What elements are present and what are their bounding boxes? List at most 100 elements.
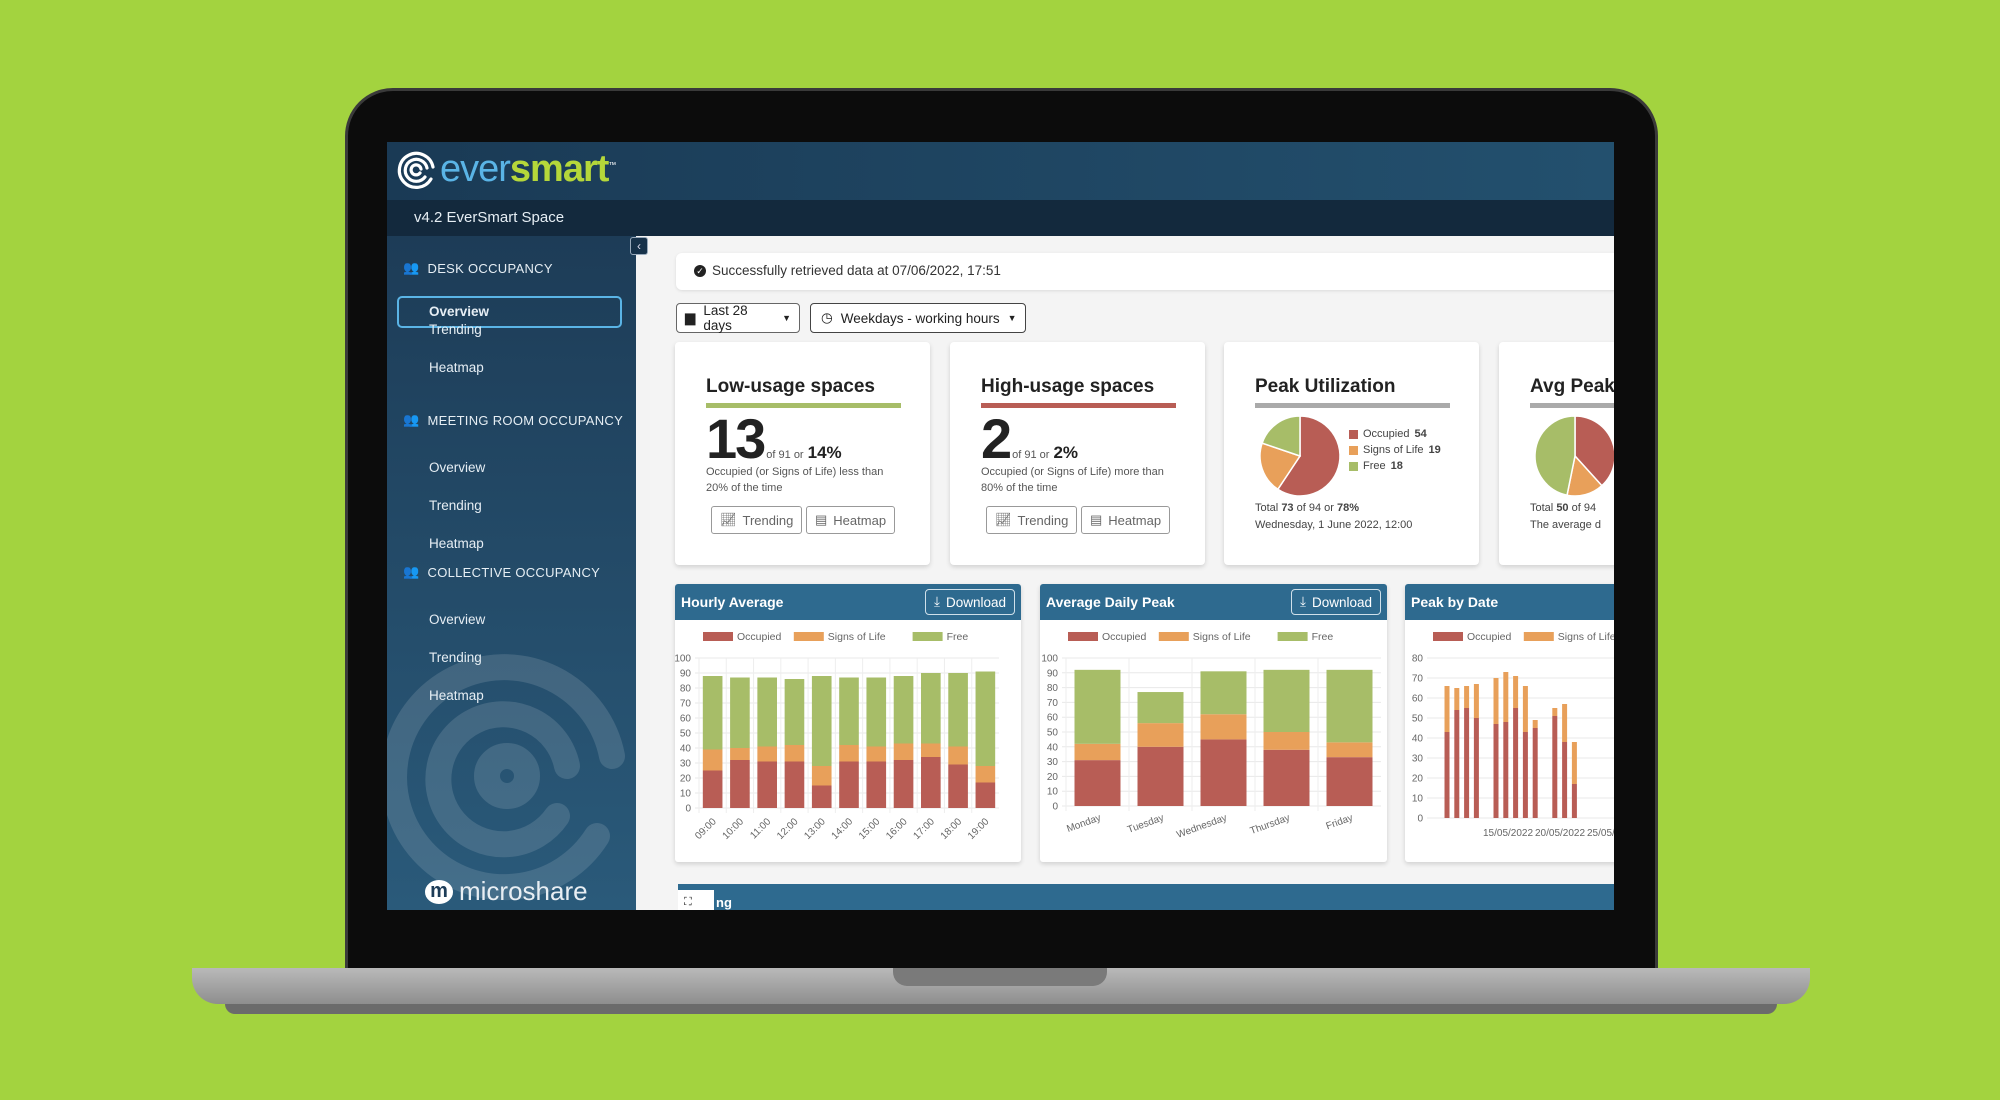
bar-signs-of-life[interactable] bbox=[702, 749, 723, 771]
bar-free[interactable] bbox=[757, 677, 777, 747]
bar-signs-of-life[interactable] bbox=[1263, 732, 1310, 750]
bar-occupied[interactable] bbox=[839, 761, 859, 809]
expand-icon[interactable]: ⛶ bbox=[678, 890, 714, 910]
sidebar-item-meeting-trending[interactable]: Trending bbox=[429, 498, 482, 513]
bar-occupied[interactable] bbox=[730, 760, 750, 808]
legend-label[interactable]: Occupied bbox=[1102, 631, 1147, 643]
heatmap-button[interactable]: ▤ Heatmap bbox=[1081, 506, 1171, 534]
bar-signs-of-life[interactable] bbox=[1562, 704, 1568, 742]
sidebar-item-collective-trending[interactable]: Trending bbox=[429, 650, 482, 665]
bar-occupied[interactable] bbox=[1326, 757, 1373, 806]
sidebar-section-meeting-room-occupancy[interactable]: 👥 MEETING ROOM OCCUPANCY bbox=[403, 412, 623, 428]
bar-signs-of-life[interactable] bbox=[1074, 743, 1121, 761]
bar-signs-of-life[interactable] bbox=[921, 743, 941, 758]
bar-signs-of-life[interactable] bbox=[730, 748, 750, 760]
sidebar-item-desk-trending[interactable]: Trending bbox=[429, 322, 482, 337]
download-button[interactable]: ⤓ Download bbox=[1290, 589, 1381, 615]
bar-signs-of-life[interactable] bbox=[784, 745, 805, 762]
bar-free[interactable] bbox=[1200, 671, 1247, 715]
bar-signs-of-life[interactable] bbox=[1571, 742, 1577, 784]
legend-label[interactable]: Free bbox=[1312, 631, 1334, 643]
bar-signs-of-life[interactable] bbox=[1444, 686, 1450, 732]
bar-signs-of-life[interactable] bbox=[811, 766, 832, 786]
bar-occupied[interactable] bbox=[1522, 732, 1528, 818]
bar-occupied[interactable] bbox=[1493, 724, 1499, 818]
bar-signs-of-life[interactable] bbox=[1493, 678, 1499, 724]
sidebar-item-collective-overview[interactable]: Overview bbox=[429, 612, 486, 627]
bar-occupied[interactable] bbox=[784, 761, 805, 809]
pie-slice-occupied[interactable] bbox=[1574, 415, 1614, 487]
legend-label[interactable]: Occupied bbox=[737, 631, 782, 643]
bar-free[interactable] bbox=[702, 676, 723, 750]
bar-occupied[interactable] bbox=[1513, 708, 1519, 818]
bar-occupied[interactable] bbox=[1552, 716, 1558, 818]
bar-occupied[interactable] bbox=[893, 760, 914, 808]
bar-occupied[interactable] bbox=[1464, 708, 1470, 818]
legend-label[interactable]: Free bbox=[947, 631, 969, 643]
bar-occupied[interactable] bbox=[921, 757, 941, 808]
trending-button[interactable]: 📈︎ Trending bbox=[986, 506, 1078, 534]
date-range-dropdown[interactable]: ▆ Last 28 days ▼ bbox=[676, 303, 800, 333]
legend-label[interactable]: Signs of Life bbox=[1193, 631, 1251, 643]
bar-free[interactable] bbox=[730, 677, 750, 749]
trending-button[interactable]: 📈︎ Trending bbox=[711, 506, 803, 534]
pie-slice-free[interactable] bbox=[1261, 415, 1301, 458]
bar-signs-of-life[interactable] bbox=[893, 743, 914, 761]
bar-occupied[interactable] bbox=[1137, 746, 1184, 806]
sidebar-item-meeting-heatmap[interactable]: Heatmap bbox=[429, 536, 484, 551]
bar-occupied[interactable] bbox=[948, 764, 968, 809]
bar-signs-of-life[interactable] bbox=[975, 766, 996, 783]
bar-occupied[interactable] bbox=[1503, 722, 1509, 818]
bar-occupied[interactable] bbox=[975, 782, 996, 809]
bar-signs-of-life[interactable] bbox=[1513, 676, 1519, 708]
bar-free[interactable] bbox=[839, 677, 859, 746]
pie-slice-occupied[interactable] bbox=[1276, 415, 1341, 497]
bar-signs-of-life[interactable] bbox=[1200, 714, 1247, 740]
bar-signs-of-life[interactable] bbox=[948, 746, 968, 765]
legend-label[interactable]: Occupied bbox=[1467, 631, 1512, 643]
bar-occupied[interactable] bbox=[866, 761, 887, 809]
hours-dropdown[interactable]: ◷ Weekdays - working hours ▼ bbox=[810, 303, 1026, 333]
bar-occupied[interactable] bbox=[1444, 732, 1450, 818]
sidebar-item-meeting-overview[interactable]: Overview bbox=[429, 460, 486, 475]
bar-free[interactable] bbox=[811, 676, 832, 766]
bar-signs-of-life[interactable] bbox=[1473, 684, 1479, 718]
bar-occupied[interactable] bbox=[1200, 739, 1247, 806]
bar-occupied[interactable] bbox=[1562, 742, 1568, 818]
bar-signs-of-life[interactable] bbox=[1454, 688, 1460, 710]
bar-free[interactable] bbox=[893, 676, 914, 744]
bar-free[interactable] bbox=[948, 673, 968, 747]
sidebar-section-collective-occupancy[interactable]: 👥 COLLECTIVE OCCUPANCY bbox=[403, 564, 600, 580]
bar-free[interactable] bbox=[1263, 669, 1310, 732]
bar-occupied[interactable] bbox=[1532, 728, 1538, 818]
bar-signs-of-life[interactable] bbox=[757, 746, 777, 762]
bar-signs-of-life[interactable] bbox=[1522, 686, 1528, 732]
heatmap-button[interactable]: ▤ Heatmap bbox=[806, 506, 896, 534]
pie-slice-signs-of-life[interactable] bbox=[1259, 442, 1302, 491]
legend-label[interactable]: Signs of Life bbox=[828, 631, 886, 643]
download-button[interactable]: ⤓ Download bbox=[924, 589, 1015, 615]
sidebar-item-desk-heatmap[interactable]: Heatmap bbox=[429, 360, 484, 375]
bar-signs-of-life[interactable] bbox=[1137, 723, 1184, 747]
sidebar-section-desk-occupancy[interactable]: 👥 DESK OCCUPANCY bbox=[403, 260, 553, 276]
bar-occupied[interactable] bbox=[1263, 749, 1310, 806]
bar-free[interactable] bbox=[921, 673, 941, 744]
bar-occupied[interactable] bbox=[1473, 718, 1479, 818]
legend-label[interactable]: Signs of Life bbox=[1558, 631, 1614, 643]
sidebar-item-collective-heatmap[interactable]: Heatmap bbox=[429, 688, 484, 703]
bar-occupied[interactable] bbox=[811, 785, 832, 809]
bar-signs-of-life[interactable] bbox=[1503, 672, 1509, 722]
bar-occupied[interactable] bbox=[702, 770, 723, 809]
bar-signs-of-life[interactable] bbox=[866, 746, 887, 762]
bar-signs-of-life[interactable] bbox=[839, 745, 859, 762]
bar-free[interactable] bbox=[1326, 669, 1373, 743]
sidebar-collapse-button[interactable]: ‹ bbox=[630, 237, 648, 255]
bar-signs-of-life[interactable] bbox=[1326, 742, 1373, 758]
bar-occupied[interactable] bbox=[1074, 760, 1121, 806]
bar-signs-of-life[interactable] bbox=[1464, 686, 1470, 708]
bar-free[interactable] bbox=[1137, 692, 1184, 724]
bar-occupied[interactable] bbox=[1571, 784, 1577, 818]
bar-occupied[interactable] bbox=[757, 761, 777, 809]
sidebar-item-desk-overview[interactable]: Overview bbox=[397, 296, 622, 328]
bar-free[interactable] bbox=[784, 679, 805, 745]
